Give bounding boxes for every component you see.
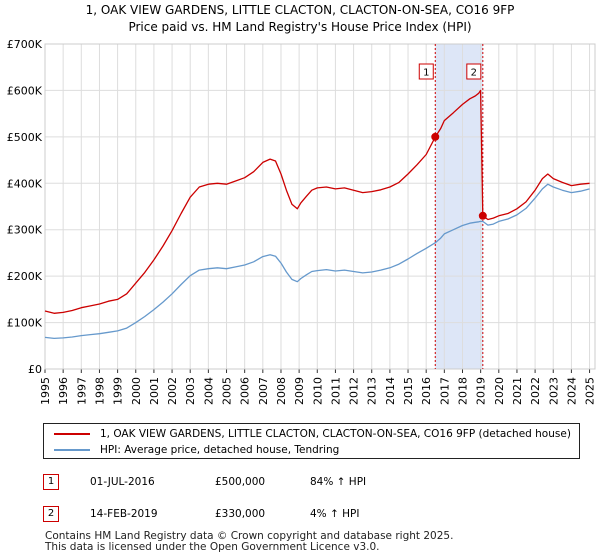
hpi-series-line xyxy=(44,183,590,340)
x-tick-label: 2018 xyxy=(456,377,469,405)
x-tick-label: 2010 xyxy=(311,377,324,405)
x-tick-label: 1995 xyxy=(39,377,52,405)
x-tick-label: 1996 xyxy=(57,377,70,405)
transaction-marker-label: 2 xyxy=(471,68,477,79)
x-tick-label: 1997 xyxy=(75,377,88,405)
x-tick-label: 2013 xyxy=(366,377,379,405)
transaction-marker-label: 1 xyxy=(423,68,429,79)
x-tick-label: 2023 xyxy=(547,377,560,405)
legend-line-hpi xyxy=(54,449,90,451)
x-tick-label: 2001 xyxy=(148,377,161,405)
transaction-hpi: 84% ↑ HPI xyxy=(310,476,367,488)
x-tick-label: 2009 xyxy=(293,377,306,405)
transaction-price: £330,000 xyxy=(215,508,266,520)
x-tick-label: 2008 xyxy=(275,377,288,405)
transaction-marker-box xyxy=(466,63,482,80)
x-tick-label: 2020 xyxy=(493,377,506,405)
property-series-line xyxy=(44,89,590,314)
x-tick-label: 2016 xyxy=(420,377,433,405)
legend-line-property xyxy=(54,433,90,435)
transaction-date: 01-JUL-2016 xyxy=(90,476,155,488)
y-tick-label: £600K xyxy=(7,84,43,97)
x-tick-label: 2003 xyxy=(184,377,197,405)
title-line-1: 1, OAK VIEW GARDENS, LITTLE CLACTON, CLA… xyxy=(85,3,515,17)
x-tick-label: 2017 xyxy=(438,377,451,405)
transaction-row: 1 01-JUL-2016 £500,000 84% ↑ HPI xyxy=(43,473,366,491)
x-tick-label: 2011 xyxy=(329,377,342,405)
legend-label-property: 1, OAK VIEW GARDENS, LITTLE CLACTON, CLA… xyxy=(100,428,571,440)
chart-title: 1, OAK VIEW GARDENS, LITTLE CLACTON, CLA… xyxy=(0,2,600,36)
x-tick-label: 2014 xyxy=(384,377,397,405)
y-tick-label: £0 xyxy=(28,363,42,376)
x-tick-label: 2002 xyxy=(166,377,179,405)
y-tick-label: £300K xyxy=(7,224,43,237)
title-line-2: Price paid vs. HM Land Registry's House … xyxy=(128,20,472,34)
x-tick-label: 1999 xyxy=(112,377,125,405)
transaction-point xyxy=(431,132,440,141)
plot-border xyxy=(44,43,596,370)
legend-label-hpi: HPI: Average price, detached house, Tend… xyxy=(100,444,340,456)
footer-line-2: This data is licensed under the Open Gov… xyxy=(45,541,380,553)
x-tick-label: 1998 xyxy=(93,377,106,405)
x-tick-label: 2019 xyxy=(475,377,488,405)
transaction-hpi: 4% ↑ HPI xyxy=(310,508,360,520)
transaction-row: 2 14-FEB-2019 £330,000 4% ↑ HPI xyxy=(43,505,359,523)
legend-item-property: 1, OAK VIEW GARDENS, LITTLE CLACTON, CLA… xyxy=(54,426,571,442)
x-tick-label: 2021 xyxy=(511,377,524,405)
x-tick-label: 2004 xyxy=(202,377,215,405)
shaded-region xyxy=(435,44,483,369)
legend-item-hpi: HPI: Average price, detached house, Tend… xyxy=(54,442,339,458)
x-tick-label: 2025 xyxy=(584,377,597,405)
x-tick-label: 2007 xyxy=(257,377,270,405)
footer-line-1: Contains HM Land Registry data © Crown c… xyxy=(45,530,454,542)
chart-legend: 1, OAK VIEW GARDENS, LITTLE CLACTON, CLA… xyxy=(43,423,580,459)
y-tick-label: £700K xyxy=(7,38,43,51)
y-tick-label: £500K xyxy=(7,131,43,144)
x-tick-label: 2000 xyxy=(130,377,143,405)
x-tick-label: 2022 xyxy=(529,377,542,405)
x-tick-label: 2006 xyxy=(239,377,252,405)
price-chart: £0 £100K £200K £300K £400K £500K £600K £700K 199… xyxy=(7,38,597,405)
x-tick-label: 2012 xyxy=(348,377,361,405)
plot-area xyxy=(45,44,595,369)
y-tick-label: £100K xyxy=(7,317,43,330)
transaction-marker-box xyxy=(418,63,434,80)
transaction-price: £500,000 xyxy=(215,476,266,488)
transaction-point xyxy=(478,211,487,220)
y-tick-label: £400K xyxy=(7,177,43,190)
y-tick-label: £200K xyxy=(7,270,43,283)
x-tick-label: 2024 xyxy=(565,377,578,405)
transaction-date: 14-FEB-2019 xyxy=(90,508,158,520)
footer: Contains HM Land Registry data © Crown c… xyxy=(45,531,453,553)
transaction-marker: 2 xyxy=(43,506,59,522)
transaction-marker: 1 xyxy=(43,474,59,490)
x-tick-label: 2005 xyxy=(221,377,234,405)
x-tick-label: 2015 xyxy=(402,377,415,405)
